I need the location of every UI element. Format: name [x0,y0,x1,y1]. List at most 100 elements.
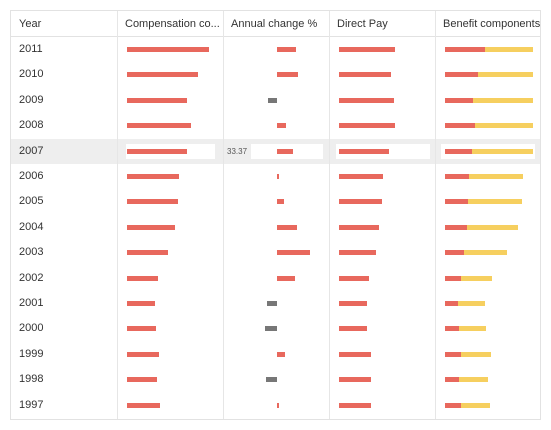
direct-pay-bar [339,250,377,256]
compensation-bar [127,377,158,383]
year-cell: 1998 [19,373,44,386]
direct-pay-bar [339,402,371,408]
direct-pay-bar [339,97,395,103]
header-year[interactable]: Year [19,18,42,30]
year-cell: 1997 [19,398,44,411]
header-annual-change[interactable]: Annual change % [231,18,318,30]
direct-pay-bar [339,224,380,230]
table-row[interactable]: 2000 [11,316,540,341]
annual-change-bar [277,123,287,129]
compensation-bar [127,47,209,52]
benefit-red-bar [445,377,460,383]
benefit-red-bar [445,301,459,306]
direct-pay-bar [339,377,371,383]
benefit-yellow-bar [458,301,485,306]
compensation-bar [127,275,159,281]
table-row[interactable]: 2003 [11,240,540,265]
annual-change-bar [277,224,298,230]
table-row[interactable]: 1998 [11,367,540,392]
annual-change-bar [265,377,277,383]
year-cell: 2005 [19,195,44,208]
column-divider [435,11,436,419]
year-cell: 2003 [19,246,44,259]
benefit-red-bar [445,326,460,332]
compensation-bar [127,123,191,129]
direct-pay-bar [339,275,369,281]
annual-change-bar [277,351,285,357]
compensation-bar [127,148,187,154]
direct-pay-bar [339,351,371,357]
annual-change-bar [277,148,294,154]
benefit-yellow-bar [472,148,533,154]
benefit-yellow-bar [473,97,533,103]
benefit-red-bar [445,224,467,230]
table-row[interactable]: 2008 [11,113,540,138]
table-row[interactable]: 2009 [11,88,540,113]
benefit-yellow-bar [474,123,533,129]
annual-change-bar [267,97,277,103]
year-cell: 2008 [19,119,44,132]
data-grid[interactable]: Year Compensation co... Annual change % … [10,10,541,420]
year-cell: 2000 [19,322,44,335]
header-direct-pay[interactable]: Direct Pay [337,18,388,30]
annual-change-bar [264,326,277,332]
direct-pay-bar [339,199,382,205]
benefit-yellow-bar [459,326,487,332]
header-compensation[interactable]: Compensation co... [125,18,220,30]
annual-change-bar [277,250,311,256]
benefit-red-bar [445,97,474,103]
annual-change-bar [277,47,297,52]
benefit-red-bar [445,199,468,205]
benefit-yellow-bar [478,72,533,78]
benefit-red-bar [445,47,485,52]
compensation-bar [127,199,178,205]
annual-change-bar [266,301,277,306]
benefit-red-bar [445,123,475,129]
benefit-red-bar [445,351,461,357]
compensation-bar [127,351,159,357]
year-cell: 2010 [19,68,44,81]
benefit-yellow-bar [459,377,489,383]
compensation-bar [127,174,180,179]
table-row[interactable]: 2005 [11,189,540,214]
compensation-bar [127,72,198,78]
direct-pay-bar [339,326,368,332]
table-row[interactable]: 2004 [11,215,540,240]
year-cell: 2011 [19,43,43,55]
table-row[interactable]: 2010 [11,62,540,87]
annual-change-bar [277,402,279,408]
benefit-yellow-bar [460,351,491,357]
table-row[interactable]: 2006 [11,164,540,189]
year-cell: 2007 [19,144,44,157]
direct-pay-bar [339,47,396,52]
benefit-red-bar [445,275,461,281]
direct-pay-bar [339,148,389,154]
benefit-yellow-bar [484,47,533,52]
table-row[interactable]: 1997 [11,393,540,418]
edit-value: 33.37 [227,146,248,156]
benefit-yellow-bar [460,402,490,408]
year-cell: 2004 [19,220,44,233]
annual-change-bar [277,72,298,78]
benefit-red-bar [445,72,479,78]
grid-header: Year Compensation co... Annual change % … [11,11,540,37]
table-row[interactable]: 2002 [11,266,540,291]
table-row[interactable]: 2007 33.37 [11,138,540,164]
year-cell: 2009 [19,93,44,106]
benefit-yellow-bar [467,199,523,205]
compensation-bar [127,250,168,256]
benefit-yellow-bar [464,250,507,256]
table-row[interactable]: 1999 [11,342,540,367]
compensation-bar [127,326,156,332]
column-divider [223,11,224,419]
header-benefit-components[interactable]: Benefit components [443,18,541,30]
compensation-bar [127,402,160,408]
benefit-yellow-bar [468,174,524,179]
annual-change-bar [277,275,296,281]
table-row[interactable]: 2011 [11,37,540,62]
benefit-red-bar [445,250,465,256]
benefit-red-bar [445,174,469,179]
table-row[interactable]: 2001 [11,291,540,316]
direct-pay-bar [339,174,383,179]
year-cell: 1999 [19,347,44,360]
